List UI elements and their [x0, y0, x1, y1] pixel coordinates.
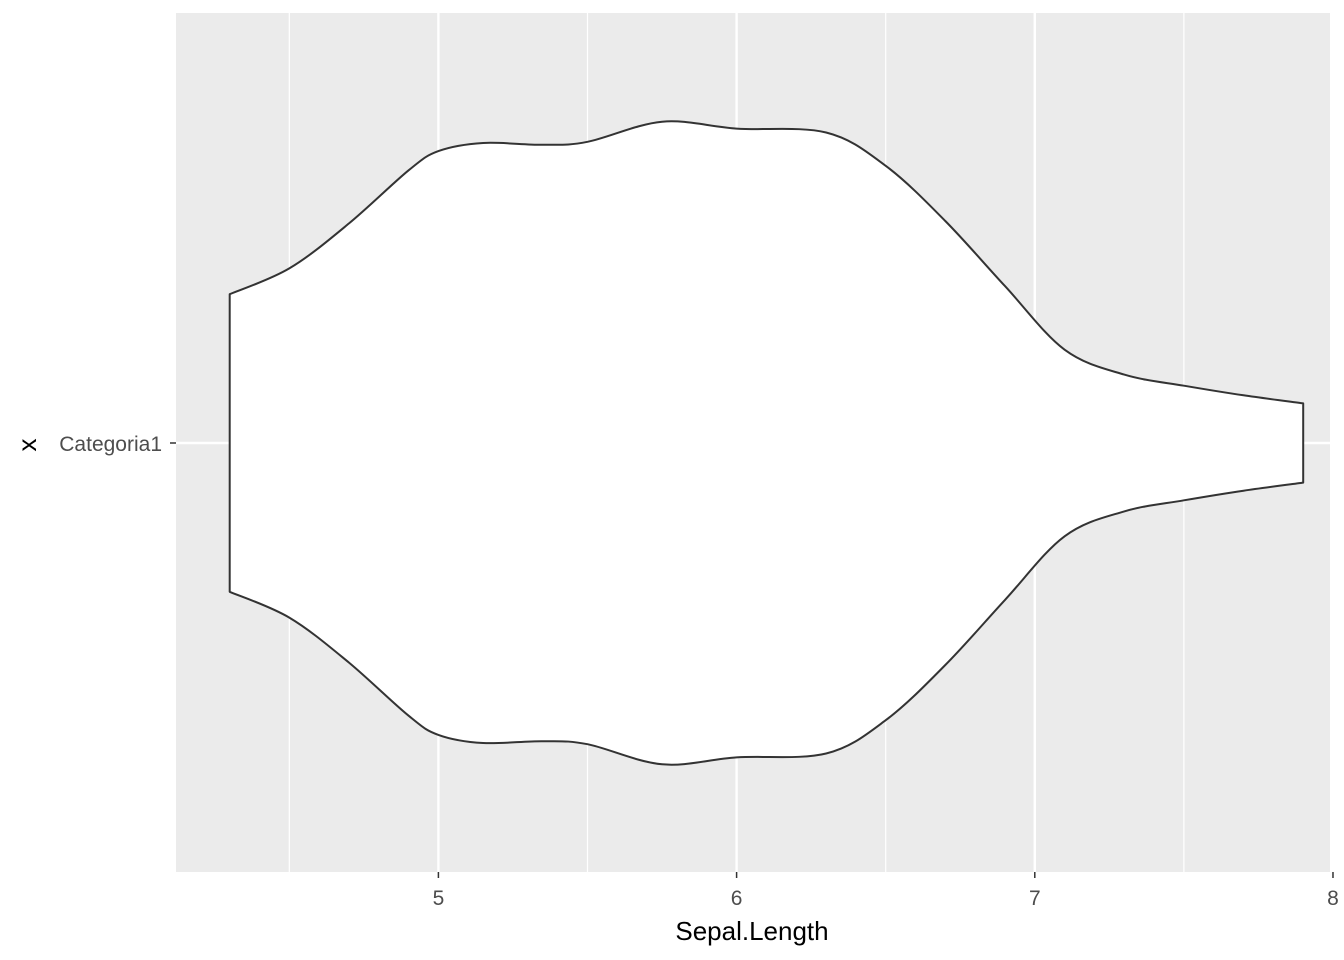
- x-tick-label: 8: [1327, 887, 1339, 910]
- x-tick-label: 7: [1029, 887, 1041, 910]
- x-tick-label: 6: [731, 887, 743, 910]
- x-axis-title: Sepal.Length: [675, 916, 828, 946]
- violin-shape: [228, 120, 1305, 766]
- x-axis: 5 6 7 8: [433, 872, 1339, 910]
- y-axis: Categoria1: [59, 433, 176, 456]
- y-axis-title: x: [12, 439, 42, 452]
- x-tick-label: 5: [433, 887, 445, 910]
- y-tick-label: Categoria1: [59, 433, 162, 456]
